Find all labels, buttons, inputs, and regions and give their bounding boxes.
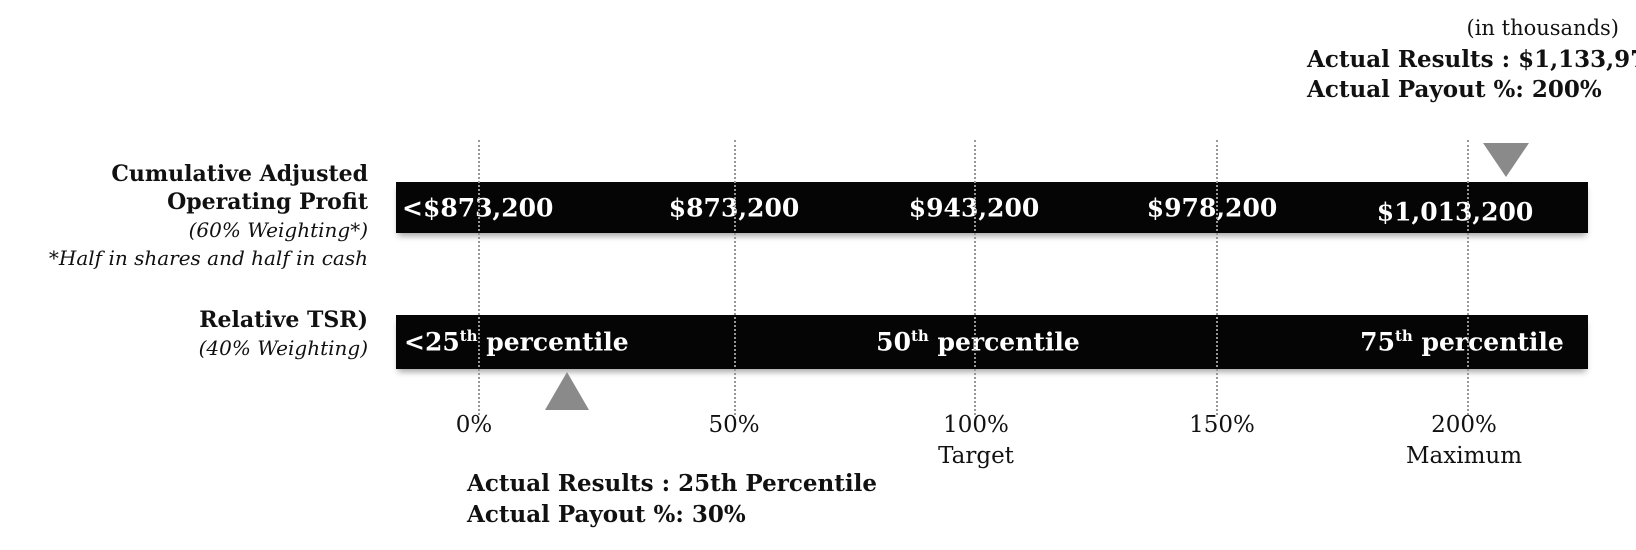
bar2-value-threshold-num: <25 bbox=[404, 327, 460, 357]
actual-payout-top: Actual Payout %: 200% bbox=[1307, 76, 1602, 103]
bar1-value-150: $978,200 bbox=[1146, 193, 1278, 222]
tick-100pct-label: 100% bbox=[943, 412, 1009, 438]
tick-0pct-label: 0% bbox=[455, 412, 493, 438]
operating-profit-bar: <$873,200 $873,200 $943,200 $978,200 $1,… bbox=[396, 182, 1588, 233]
bar2-value-max-sup: th bbox=[1394, 327, 1413, 346]
bar2-value-target: 50th percentile bbox=[876, 328, 1080, 357]
bar1-value-threshold: <$873,200 bbox=[402, 193, 554, 222]
actual-results-top: Actual Results : $1,133,9751 bbox=[1307, 46, 1636, 73]
metric1-weighting: (60% Weighting*) bbox=[188, 218, 368, 242]
marker-down-icon bbox=[1483, 143, 1529, 177]
relative-tsr-bar: <25th percentile 50th percentile 75th pe… bbox=[396, 315, 1588, 369]
tick-150pct-label: 150% bbox=[1189, 412, 1255, 438]
bar2-value-target-num: 50 bbox=[876, 327, 911, 357]
actual-results-bottom-line1: Actual Results : 25th Percentile bbox=[467, 470, 877, 497]
metric1-title-line2: Operating Profit bbox=[167, 189, 368, 215]
marker-up-icon bbox=[545, 372, 589, 410]
tick-100pct: 100% Target bbox=[938, 412, 1014, 469]
tick-50pct: 50% bbox=[708, 412, 759, 438]
actual-results-top-text: Actual Results : $1,133,975 bbox=[1307, 46, 1636, 73]
bar2-value-max: 75th percentile bbox=[1360, 328, 1564, 357]
metric2-label: Relative TSR) (40% Weighting) bbox=[40, 306, 368, 362]
bar2-value-threshold: <25th percentile bbox=[404, 328, 629, 357]
gridline-50pct bbox=[734, 140, 736, 415]
bar2-value-threshold-sup: th bbox=[459, 327, 478, 346]
gridline-100pct bbox=[974, 140, 976, 415]
gridline-200pct bbox=[1467, 140, 1469, 415]
actual-results-bottom: Actual Results : 25th Percentile Actual … bbox=[467, 468, 877, 530]
tick-200pct-sublabel: Maximum bbox=[1405, 443, 1523, 469]
actual-results-bottom-line2: Actual Payout %: 30% bbox=[467, 501, 746, 528]
metric2-title: Relative TSR) bbox=[199, 307, 368, 333]
metric2-weighting: (40% Weighting) bbox=[198, 336, 368, 360]
tick-200pct: 200% Maximum bbox=[1406, 412, 1522, 469]
tick-150pct: 150% bbox=[1189, 412, 1255, 438]
bar1-value-200: $1,013,200 bbox=[1376, 197, 1534, 227]
bar2-value-max-word: percentile bbox=[1412, 327, 1564, 357]
gridline-150pct bbox=[1216, 140, 1218, 415]
metric1-label: Cumulative Adjusted Operating Profit (60… bbox=[40, 160, 368, 272]
bar2-value-target-sup: th bbox=[910, 327, 929, 346]
bar2-value-threshold-word: percentile bbox=[477, 327, 629, 357]
bar2-value-target-word: percentile bbox=[928, 327, 1080, 357]
bar2-value-max-num: 75 bbox=[1360, 327, 1395, 357]
tick-0pct: 0% bbox=[456, 412, 493, 438]
tick-100pct-sublabel: Target bbox=[938, 443, 1014, 469]
metric1-footnote: *Half in shares and half in cash bbox=[48, 246, 368, 270]
gridline-0pct bbox=[478, 140, 480, 415]
tick-50pct-label: 50% bbox=[708, 412, 760, 438]
tick-200pct-label: 200% bbox=[1431, 412, 1497, 438]
metric1-title-line1: Cumulative Adjusted bbox=[111, 161, 368, 187]
units-note: (in thousands) bbox=[1466, 16, 1619, 40]
